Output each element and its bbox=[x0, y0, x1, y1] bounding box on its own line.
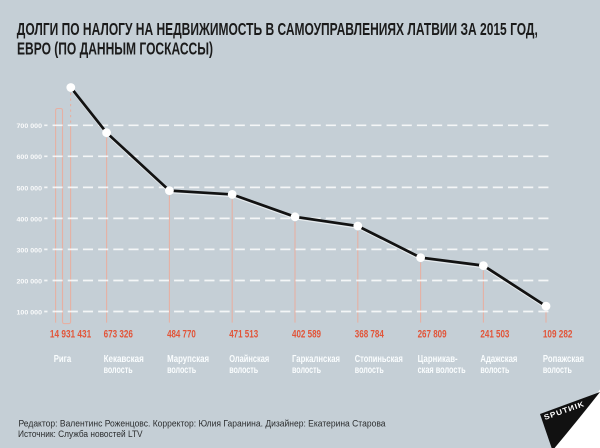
svg-text:волость: волость bbox=[167, 365, 196, 376]
svg-text:471 513: 471 513 bbox=[229, 329, 258, 341]
svg-text:241 503: 241 503 bbox=[480, 329, 509, 341]
svg-text:Рига: Рига bbox=[54, 354, 72, 365]
svg-text:волость: волость bbox=[292, 365, 321, 376]
svg-text:волость: волость bbox=[229, 365, 258, 376]
svg-text:368 784: 368 784 bbox=[355, 329, 385, 341]
svg-text:14 931 431: 14 931 431 bbox=[50, 329, 91, 341]
svg-text:Адажская: Адажская bbox=[480, 354, 517, 365]
svg-text:400 000: 400 000 bbox=[17, 216, 43, 223]
svg-text:Стопиньская: Стопиньская bbox=[355, 354, 403, 365]
svg-text:500 000: 500 000 bbox=[17, 185, 43, 192]
svg-text:волость: волость bbox=[480, 365, 509, 376]
svg-text:Ропажская: Ропажская bbox=[543, 354, 584, 365]
svg-text:484 770: 484 770 bbox=[167, 329, 196, 341]
svg-text:109 282: 109 282 bbox=[543, 329, 573, 341]
svg-text:волость: волость bbox=[104, 365, 133, 376]
svg-text:300 000: 300 000 bbox=[17, 247, 43, 254]
svg-text:673 326: 673 326 bbox=[104, 329, 133, 341]
svg-text:600 000: 600 000 bbox=[17, 154, 43, 161]
svg-text:200 000: 200 000 bbox=[17, 278, 43, 285]
svg-text:Гаркалнская: Гаркалнская bbox=[292, 354, 340, 365]
svg-text:267 809: 267 809 bbox=[418, 329, 447, 341]
svg-text:ЕВРО (ПО ДАННЫМ ГОСКАССЫ): ЕВРО (ПО ДАННЫМ ГОСКАССЫ) bbox=[17, 39, 213, 59]
svg-text:Кекавская: Кекавская bbox=[104, 354, 144, 365]
svg-text:ДОЛГИ ПО НАЛОГУ НА НЕДВИЖИМОСТ: ДОЛГИ ПО НАЛОГУ НА НЕДВИЖИМОСТЬ В САМОУП… bbox=[17, 19, 538, 39]
svg-text:Источник: Служба новостей LTV: Источник: Служба новостей LTV bbox=[18, 429, 143, 439]
svg-text:волость: волость bbox=[543, 365, 572, 376]
svg-text:ская волость: ская волость bbox=[418, 365, 466, 376]
svg-text:700 000: 700 000 bbox=[17, 123, 43, 130]
svg-text:Олайнская: Олайнская bbox=[229, 354, 269, 365]
svg-text:100 000: 100 000 bbox=[17, 309, 43, 316]
svg-text:Редактор: Валентинс Роженцовс.: Редактор: Валентинс Роженцовс. Корректор… bbox=[19, 418, 386, 428]
svg-text:волость: волость bbox=[355, 365, 384, 376]
svg-text:Марупская: Марупская bbox=[167, 354, 209, 365]
svg-text:Царникав-: Царникав- bbox=[418, 354, 458, 365]
svg-text:402 589: 402 589 bbox=[292, 329, 321, 341]
